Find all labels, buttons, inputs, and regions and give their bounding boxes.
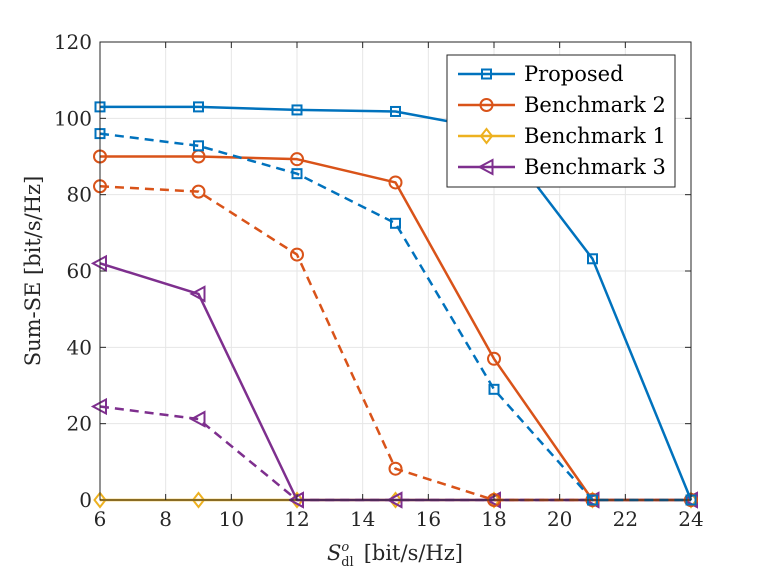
y-axis-label: Sum-SE [bit/s/Hz]	[21, 176, 45, 367]
y-tick-label: 40	[67, 335, 92, 359]
data-point-benchmark-2	[487, 351, 501, 366]
x-tick-label: 12	[284, 507, 309, 531]
data-point-proposed-dashed	[390, 217, 401, 229]
legend-label: Benchmark 1	[524, 124, 666, 148]
x-axis-label: So dl [bit/s/Hz]	[327, 540, 463, 570]
legend-item-benchmark-2: Benchmark 2	[458, 93, 666, 117]
data-point-benchmark-2-dashed	[290, 247, 304, 262]
data-point-proposed-dashed	[193, 140, 204, 152]
x-tick-label: 6	[94, 507, 107, 531]
data-point-proposed-dashed	[291, 168, 303, 180]
data-point-benchmark-2-dashed	[388, 461, 403, 476]
data-point-benchmark-2-dashed	[191, 184, 206, 199]
legend-item-benchmark-1: Benchmark 1	[458, 124, 666, 148]
y-tick-label: 20	[67, 412, 92, 436]
legend-label: Benchmark 3	[524, 155, 666, 179]
data-point-proposed	[587, 253, 598, 265]
ticks: 6 8 10 12 14 16 18 20 22 24 0 20 40 60 80 100 120	[54, 30, 704, 531]
data-point-proposed	[390, 105, 401, 117]
y-tick-label: 100	[54, 106, 92, 130]
data-point-benchmark-2	[388, 175, 403, 190]
x-axis-label-units: [bit/s/Hz]	[364, 541, 463, 565]
y-tick-label: 0	[79, 488, 92, 512]
data-point-benchmark-2	[290, 152, 304, 167]
y-tick-label: 120	[54, 30, 92, 54]
x-axis-label-symbol: S	[327, 541, 341, 565]
x-tick-label: 18	[481, 507, 506, 531]
legend-label: Benchmark 2	[524, 93, 666, 117]
legend-marker	[477, 158, 494, 176]
x-axis-label-subscript: dl	[341, 555, 353, 570]
data-point-benchmark-3	[189, 285, 206, 303]
legend-label: Proposed	[524, 62, 624, 86]
x-axis-label-superscript: o	[341, 540, 349, 555]
legend-item-proposed: Proposed	[458, 62, 624, 86]
x-tick-label: 10	[219, 507, 244, 531]
x-tick-label: 8	[159, 507, 172, 531]
data-point-benchmark-3-dashed	[189, 410, 206, 428]
x-tick-label: 16	[416, 507, 441, 531]
y-tick-label: 60	[67, 259, 92, 283]
legend-item-benchmark-3: Benchmark 3	[458, 155, 666, 179]
y-tick-label: 80	[67, 183, 92, 207]
legend-marker	[479, 127, 494, 145]
x-tick-label: 24	[678, 507, 703, 531]
legend: Proposed Benchmark 2 Benchmark 1 Benchmark …	[446, 54, 676, 188]
x-tick-label: 20	[547, 507, 572, 531]
data-point-proposed	[291, 104, 303, 116]
data-point-benchmark-1	[93, 491, 107, 509]
x-tick-label: 22	[613, 507, 638, 531]
data-point-proposed-dashed	[488, 383, 500, 395]
x-tick-label: 14	[350, 507, 375, 531]
data-point-proposed	[193, 101, 204, 113]
legend-marker	[481, 68, 492, 80]
series-line-proposed	[100, 105, 693, 501]
data-point-benchmark-1	[191, 491, 206, 509]
legend-marker	[479, 98, 494, 112]
